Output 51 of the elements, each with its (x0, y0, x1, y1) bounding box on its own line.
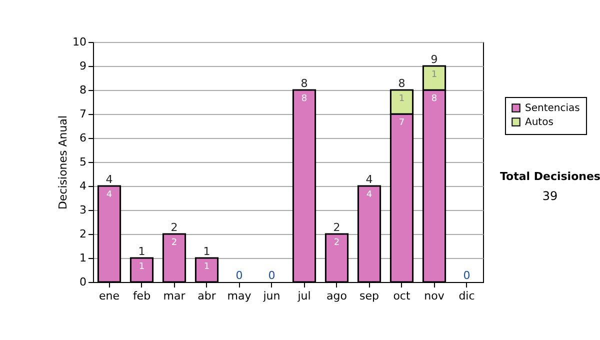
legend-label: Sentencias (525, 103, 580, 114)
y-tick-label: 8 (80, 84, 86, 96)
text: 39 (541, 189, 559, 203)
y-tick-label: 2 (80, 228, 86, 240)
total-label: 9 (430, 53, 438, 66)
legend-label: Autos (525, 117, 554, 128)
y-tick-label: 7 (80, 108, 86, 120)
total-label: 1 (138, 245, 146, 258)
data-label: 1 (204, 262, 210, 272)
x-tick-label: abr (198, 290, 216, 302)
total-label: 1 (203, 245, 210, 258)
data-label: 7 (398, 118, 405, 128)
total-label: 0 (236, 269, 243, 282)
x-tick-label: sep (360, 290, 380, 302)
total-label: 0 (463, 269, 470, 282)
x-tick-label: mar (163, 290, 186, 302)
y-tick-label: 10 (72, 36, 86, 48)
x-tick-label: ago (326, 290, 348, 302)
total-label: 4 (106, 173, 113, 186)
y-tick-label: 3 (80, 204, 86, 216)
data-label: 4 (106, 190, 112, 200)
y-tick-label: 6 (80, 132, 86, 144)
total-label: 2 (333, 221, 340, 234)
text: Total Decisiones (500, 170, 600, 183)
data-label: 8 (301, 94, 308, 104)
data-label: 4 (366, 190, 372, 200)
x-tick-label: nov (424, 290, 445, 302)
y-tick-label: 5 (80, 156, 86, 168)
x-tick-label: jun (262, 290, 280, 302)
total-label: 4 (366, 173, 373, 186)
x-tick-label: dic (458, 290, 475, 302)
x-tick-label: may (227, 290, 252, 302)
total-label: 8 (300, 77, 308, 90)
y-tick-label: 4 (80, 180, 86, 192)
x-tick-label: oct (393, 290, 411, 302)
data-label: 2 (334, 238, 340, 248)
total-label: 2 (170, 221, 178, 234)
y-tick-label: 9 (80, 60, 86, 72)
x-tick-label: ene (98, 290, 120, 302)
data-label: 2 (171, 238, 178, 248)
data-label: 1 (138, 262, 145, 272)
data-label: 8 (431, 94, 438, 104)
total-label: 0 (268, 269, 276, 282)
x-tick-label: feb (132, 290, 151, 302)
x-tick-label: jul (296, 290, 311, 302)
data-label: 1 (398, 94, 405, 104)
y-axis-title: Decisiones Anual (56, 115, 70, 210)
total-label: 8 (398, 77, 406, 90)
data-label: 1 (431, 70, 438, 80)
y-tick-label: 0 (80, 276, 86, 288)
y-tick-label: 1 (80, 252, 86, 264)
